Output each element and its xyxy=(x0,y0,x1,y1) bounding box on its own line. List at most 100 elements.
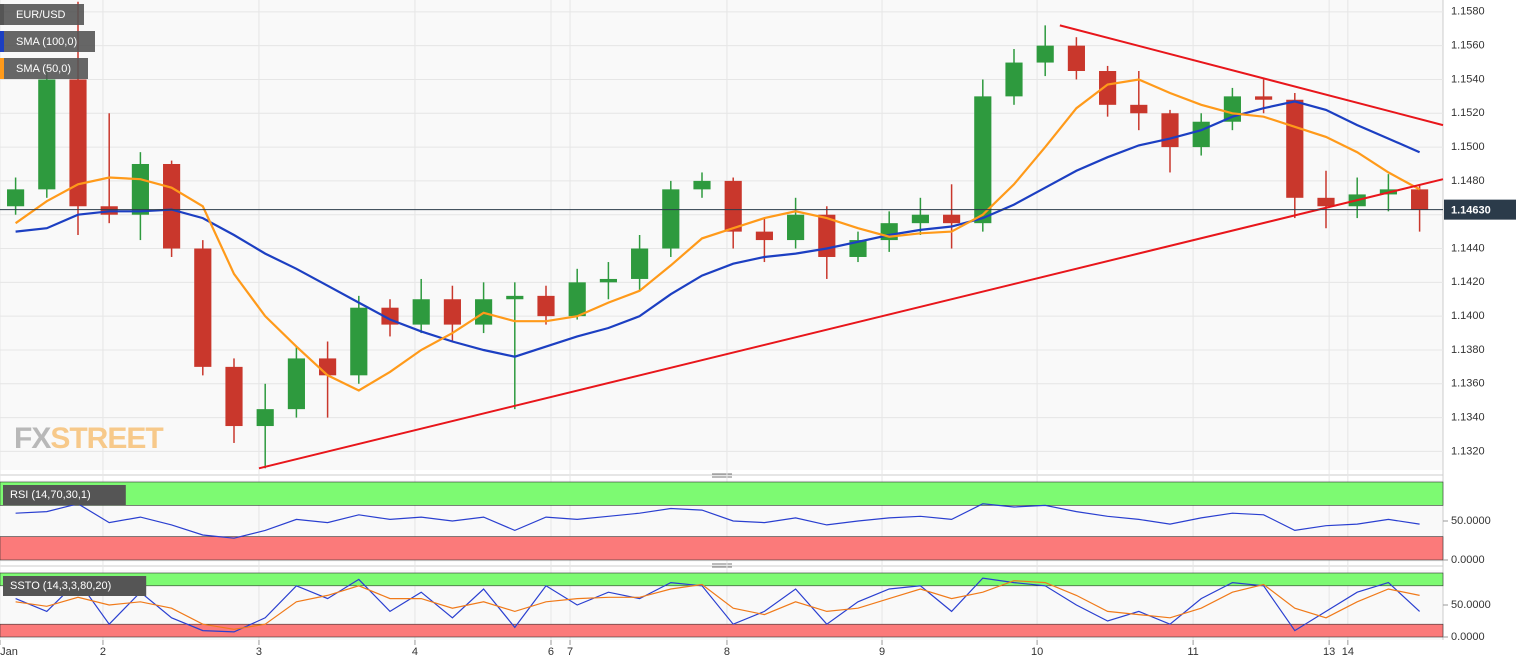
overbought-band xyxy=(0,481,1444,506)
candle-body xyxy=(319,358,337,376)
candle-body xyxy=(943,214,961,224)
grip[interactable] xyxy=(712,563,732,568)
panel-title-box xyxy=(3,485,126,505)
x-tick-label: 11 xyxy=(1187,646,1198,658)
line-series xyxy=(14,78,1421,392)
candle-body xyxy=(443,299,461,325)
candle-body xyxy=(1161,113,1179,148)
candle-body xyxy=(787,214,805,241)
candle-body xyxy=(1192,121,1210,148)
candle-body xyxy=(287,358,305,410)
legend-box xyxy=(0,31,95,52)
y-tick-label: 0.0000 xyxy=(1451,631,1485,643)
legend-box xyxy=(0,58,88,79)
legend-label: SMA (50,0) xyxy=(16,63,71,75)
legend-swatch xyxy=(0,58,4,79)
candle-body xyxy=(693,180,711,190)
candle-body xyxy=(755,231,773,241)
last-price-label: 1.14630 xyxy=(1451,205,1491,217)
y-tick-label: 1.1440 xyxy=(1451,242,1485,254)
watermark: FXSTREET xyxy=(14,422,163,455)
candle-body xyxy=(1067,45,1085,72)
oversold-band xyxy=(0,536,1444,561)
panel-title: RSI (14,70,30,1) xyxy=(10,489,91,501)
candle-body xyxy=(849,240,867,257)
x-tick-label: 6 xyxy=(548,646,554,658)
candle-body xyxy=(724,180,742,232)
panel-title: SSTO (14,3,3,80,20) xyxy=(10,580,111,592)
candle-body xyxy=(1411,189,1429,210)
y-tick-label: 1.1400 xyxy=(1451,310,1485,322)
candle-body xyxy=(537,295,555,317)
y-tick-label: 1.1580 xyxy=(1451,6,1485,18)
y-tick-label: 50.0000 xyxy=(1451,515,1491,527)
candle-body xyxy=(194,248,212,367)
x-tick-label: 13 xyxy=(1323,646,1335,658)
candle-body xyxy=(350,307,368,376)
y-tick-label: 1.1480 xyxy=(1451,175,1485,187)
candle-body xyxy=(1317,197,1335,207)
line-series xyxy=(15,580,1420,630)
line-series xyxy=(15,577,1421,633)
candle-body xyxy=(131,163,149,215)
legend-swatch xyxy=(0,31,4,52)
legend-box xyxy=(0,4,84,25)
grip[interactable] xyxy=(712,473,732,478)
candle-body xyxy=(1099,71,1117,105)
candle-body xyxy=(1036,45,1054,63)
trendline xyxy=(1059,24,1444,127)
x-tick-label: 14 xyxy=(1342,646,1354,658)
candle-body xyxy=(1130,104,1148,114)
y-tick-label: 1.1520 xyxy=(1451,107,1485,119)
x-tick-label: Jan xyxy=(0,646,18,658)
y-tick-label: 1.1340 xyxy=(1451,411,1485,423)
legend-label: EUR/USD xyxy=(16,9,66,21)
y-tick-label: 50.0000 xyxy=(1451,599,1491,611)
candle-body xyxy=(662,189,680,249)
candle-body xyxy=(974,96,992,224)
candle-body xyxy=(506,295,524,300)
candle-body xyxy=(412,299,430,325)
candle-body xyxy=(1255,96,1273,100)
x-tick-label: 7 xyxy=(567,646,573,658)
watermark-part: STREET xyxy=(50,422,163,455)
x-tick-label: 4 xyxy=(412,646,418,658)
legend-label: SMA (100,0) xyxy=(16,36,77,48)
y-tick-label: 1.1540 xyxy=(1451,73,1485,85)
candle-body xyxy=(69,79,87,207)
candle-body xyxy=(1286,99,1304,198)
oversold-band xyxy=(0,623,1444,638)
candle-body xyxy=(225,366,243,427)
x-tick-label: 3 xyxy=(256,646,262,658)
watermark-part: FX xyxy=(14,422,51,455)
candle-body xyxy=(568,282,586,317)
candle-body xyxy=(631,248,649,279)
x-tick-label: 9 xyxy=(879,646,885,658)
y-tick-label: 1.1360 xyxy=(1451,378,1485,390)
y-tick-label: 1.1500 xyxy=(1451,141,1485,153)
x-tick-label: 2 xyxy=(100,646,106,658)
candle-body xyxy=(7,189,25,207)
candle-body xyxy=(911,214,929,224)
last-price-box xyxy=(1444,199,1516,220)
panel-title-box xyxy=(3,576,147,596)
candle-body xyxy=(256,409,274,427)
trendline xyxy=(258,178,1444,470)
candle-body xyxy=(1005,62,1023,97)
candle-body xyxy=(163,163,181,249)
candle-body xyxy=(38,79,56,190)
candle-body xyxy=(1223,96,1241,122)
candle-body xyxy=(599,278,617,283)
y-tick-label: 0.0000 xyxy=(1451,554,1485,566)
y-tick-label: 1.1320 xyxy=(1451,445,1485,457)
line-series xyxy=(15,503,1420,539)
y-tick-label: 1.1420 xyxy=(1451,276,1485,288)
y-tick-label: 1.1560 xyxy=(1451,40,1485,52)
line-series xyxy=(15,100,1421,358)
y-tick-label: 1.1380 xyxy=(1451,344,1485,356)
x-tick-label: 10 xyxy=(1031,646,1043,658)
overbought-band xyxy=(0,572,1444,587)
candle-body xyxy=(818,214,836,257)
legend-swatch xyxy=(0,4,4,25)
